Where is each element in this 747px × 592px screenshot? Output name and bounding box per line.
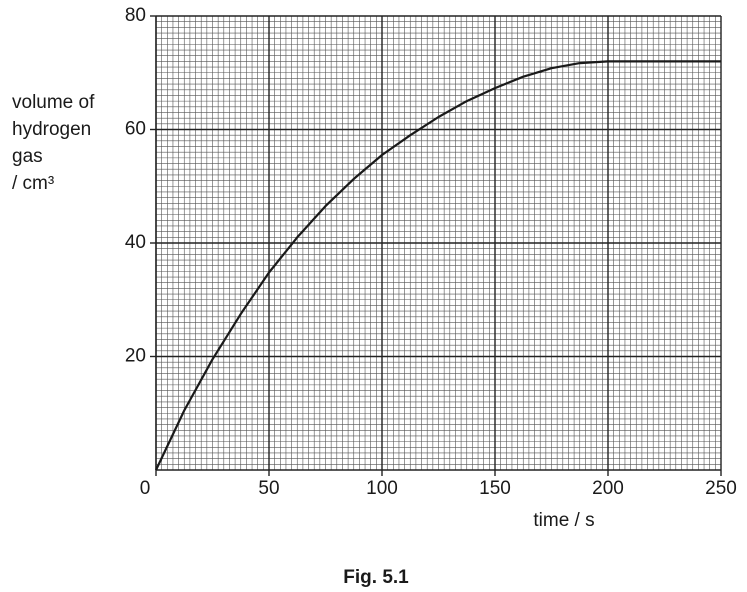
y-tick-label: 20 xyxy=(125,346,146,367)
x-tick-label: 100 xyxy=(366,478,398,499)
y-axis-label: volume of xyxy=(12,92,95,113)
y-tick-label: 80 xyxy=(125,5,146,26)
data-line xyxy=(155,60,721,471)
x-tick-label: 0 xyxy=(140,478,151,499)
y-tick-label: 40 xyxy=(125,232,146,253)
y-axis-label: / cm³ xyxy=(12,173,54,194)
y-axis-label: gas xyxy=(12,146,43,167)
x-tick-label: 150 xyxy=(479,478,511,499)
x-tick-label: 250 xyxy=(705,478,737,499)
y-tick-label: 60 xyxy=(125,119,146,140)
x-axis-label: time / s xyxy=(533,510,594,531)
x-tick-label: 200 xyxy=(592,478,624,499)
x-tick-label: 50 xyxy=(258,478,279,499)
caption: Fig. 5.1 xyxy=(343,567,409,588)
y-axis-label: hydrogen xyxy=(12,119,91,140)
grid xyxy=(155,15,722,471)
